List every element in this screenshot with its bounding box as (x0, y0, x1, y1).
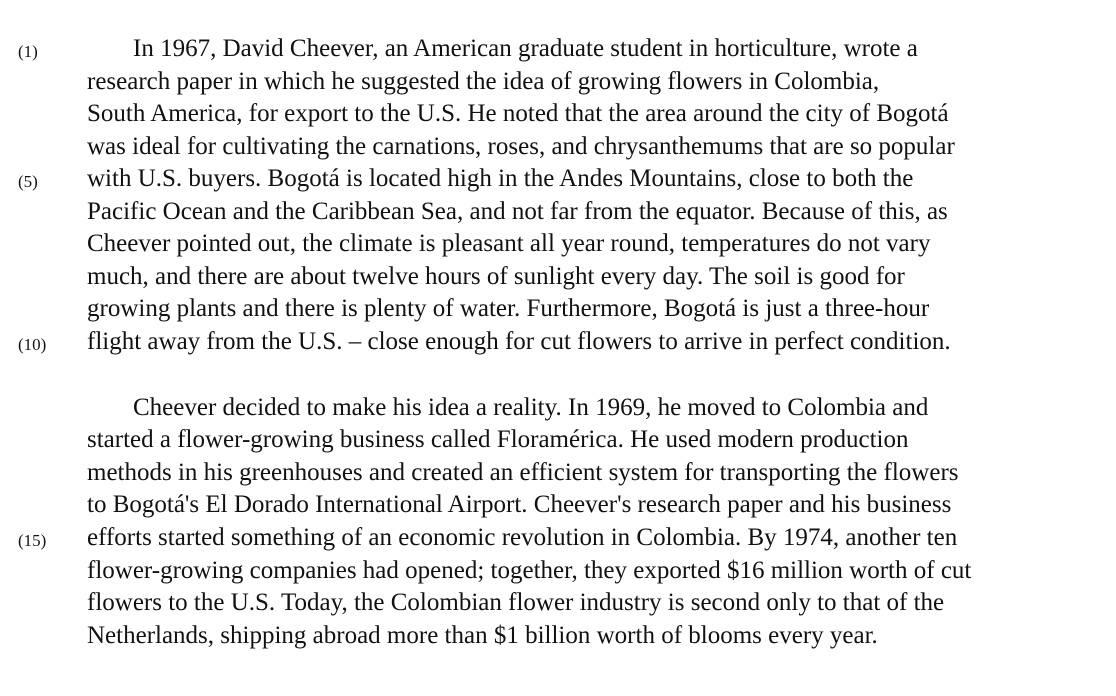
passage-line: flower-growing companies had opened; tog… (0, 554, 1116, 587)
line-text: efforts started something of an economic… (87, 524, 958, 551)
line-number: (10) (18, 335, 47, 354)
passage-line: Pacific Ocean and the Caribbean Sea, and… (0, 195, 1116, 228)
line-text: Pacific Ocean and the Caribbean Sea, and… (87, 198, 948, 225)
line-text: started a flower-growing business called… (87, 426, 909, 453)
line-text: growing plants and there is plenty of wa… (87, 295, 930, 322)
passage-line: flowers to the U.S. Today, the Colombian… (0, 586, 1116, 619)
line-text: Cheever decided to make his idea a reali… (133, 394, 929, 421)
passage-line: Netherlands, shipping abroad more than $… (0, 619, 1116, 652)
passage-line: Cheever decided to make his idea a reali… (0, 391, 1116, 424)
line-text: flower-growing companies had opened; tog… (87, 557, 972, 584)
passage-line: much, and there are about twelve hours o… (0, 260, 1116, 293)
passage-line: (10) flight away from the U.S. – close e… (0, 325, 1116, 358)
line-text: South America, for export to the U.S. He… (87, 100, 949, 127)
line-number: (5) (18, 172, 38, 191)
passage-line: Cheever pointed out, the climate is plea… (0, 227, 1116, 260)
passage-line: started a flower-growing business called… (0, 423, 1116, 456)
passage-line: was ideal for cultivating the carnations… (0, 130, 1116, 163)
passage-line: growing plants and there is plenty of wa… (0, 292, 1116, 325)
line-text: flowers to the U.S. Today, the Colombian… (87, 589, 945, 616)
line-number: (1) (18, 42, 38, 61)
line-text: was ideal for cultivating the carnations… (87, 133, 955, 160)
passage-line: methods in his greenhouses and created a… (0, 456, 1116, 489)
line-text: flight away from the U.S. – close enough… (87, 328, 951, 355)
line-text: with U.S. buyers. Bogotá is located high… (87, 165, 914, 192)
passage-line: South America, for export to the U.S. He… (0, 97, 1116, 130)
line-text: methods in his greenhouses and created a… (87, 459, 959, 486)
line-text: In 1967, David Cheever, an American grad… (133, 35, 918, 62)
line-number: (15) (18, 531, 47, 550)
passage-line: to Bogotá's El Dorado International Airp… (0, 488, 1116, 521)
passage-line: research paper in which he suggested the… (0, 65, 1116, 98)
passage-line: (1) In 1967, David Cheever, an American … (0, 32, 1116, 65)
line-text: Cheever pointed out, the climate is plea… (87, 230, 931, 257)
passage-line: (5) with U.S. buyers. Bogotá is located … (0, 162, 1116, 195)
passage-line: (15) efforts started something of an eco… (0, 521, 1116, 554)
line-text: Netherlands, shipping abroad more than $… (87, 622, 878, 649)
line-text: much, and there are about twelve hours o… (87, 263, 905, 290)
line-text: research paper in which he suggested the… (87, 68, 880, 95)
line-text: to Bogotá's El Dorado International Airp… (87, 491, 952, 518)
